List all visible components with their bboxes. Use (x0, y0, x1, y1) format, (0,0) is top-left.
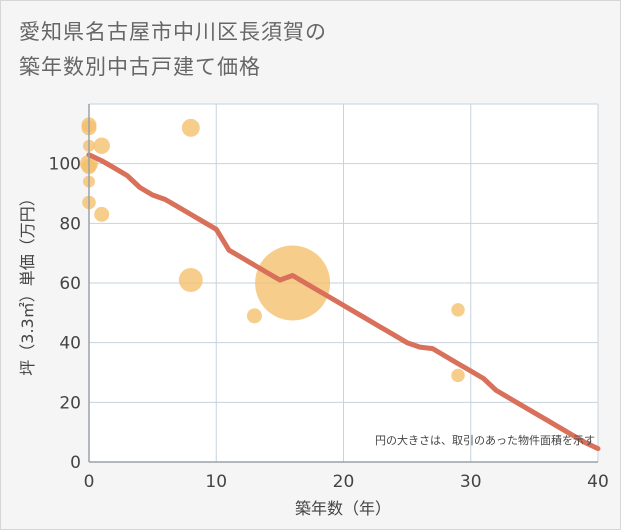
data-points (80, 117, 465, 383)
axes (88, 104, 598, 463)
data-point (178, 268, 203, 293)
y-tick-label: 100 (49, 155, 81, 175)
x-tick-label: 10 (205, 472, 227, 492)
x-tick-label: 0 (84, 472, 95, 492)
size-note: 円の大きさは、取引のあった物件面積を示す (375, 433, 595, 447)
tick-labels: 0 10 20 30 40 0 20 40 60 80 100 (49, 155, 609, 492)
chart-title-line-2: 築年数別中古戸建て価格 (19, 55, 261, 79)
data-point (181, 118, 200, 137)
chart-title-line-1: 愛知県名古屋市中川区長須賀の (19, 20, 327, 44)
y-tick-label: 20 (59, 393, 81, 413)
data-point (451, 303, 465, 317)
data-point (94, 206, 110, 222)
y-tick-label: 0 (70, 453, 81, 473)
trend-line (86, 152, 601, 452)
y-tick-label: 80 (59, 214, 81, 234)
grid-lines (88, 103, 599, 463)
x-tick-label: 20 (333, 472, 355, 492)
data-point (451, 368, 465, 383)
chart-title: 愛知県名古屋市中川区長須賀の 築年数別中古戸建て価格 (19, 15, 327, 85)
data-point (93, 137, 110, 155)
y-tick-label: 60 (59, 274, 81, 294)
y-axis-label: 坪（3.3㎡）単価（万円） (18, 190, 37, 375)
x-tick-label: 40 (587, 472, 609, 492)
x-axis-label: 築年数（年） (295, 499, 391, 518)
data-point (246, 308, 262, 324)
x-tick-label: 30 (460, 472, 482, 492)
y-tick-label: 40 (59, 334, 81, 354)
trend-line-group (86, 152, 601, 452)
data-point (255, 245, 331, 321)
